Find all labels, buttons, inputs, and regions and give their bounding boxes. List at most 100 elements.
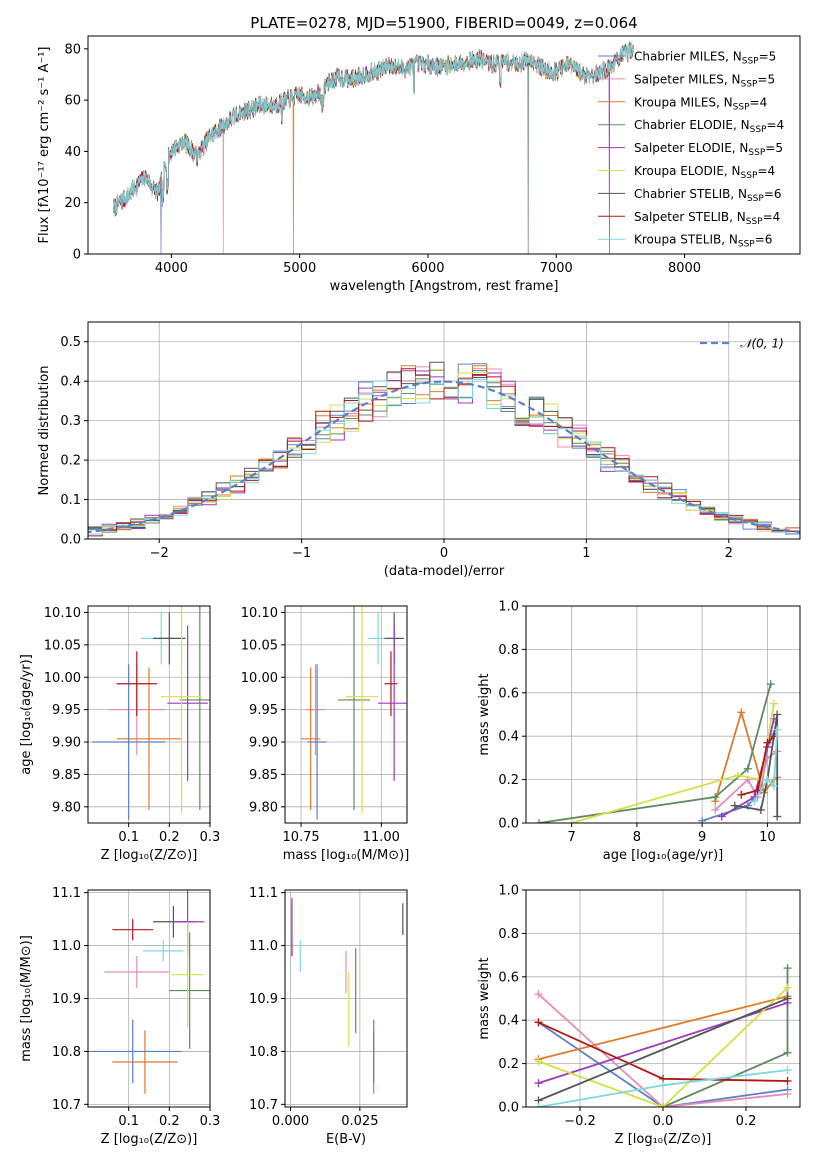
x-tick-label: 0 (440, 546, 448, 561)
y-tick-label: 10.00 (241, 671, 278, 686)
plus-marker (534, 1018, 543, 1027)
y-axis-label: age [log₁₀(age/yr)] (19, 654, 34, 775)
y-tick-label: 10.05 (241, 638, 278, 653)
plus-marker (743, 764, 752, 773)
y-tick-label: 10.10 (241, 606, 278, 621)
x-tick-label: 0.2 (736, 1114, 757, 1129)
x-tick-label: 0.0 (653, 1114, 674, 1129)
chart-panel-2: −2 −1 0 1 2 0.0 0.1 0.2 0.3 0.4 0.5 (data-model)/er… (37, 321, 801, 579)
chart-panel-7: 0.000 0.025 10.7 10.8 10.9 11.0 11.1 E(B-V) (249, 886, 408, 1147)
axes-frame (87, 35, 801, 255)
y-tick-label: 0.0 (498, 1101, 519, 1116)
chart-panel-5: 7 8 9 10 0.0 0.2 0.4 0.6 0.8 1.0 age [log₁₀(age/yr… (477, 600, 801, 863)
plot-area (88, 322, 800, 539)
histogram-step (88, 368, 800, 537)
plus-marker (659, 1081, 667, 1090)
y-tick-label: 10.9 (249, 992, 278, 1007)
errorbar-point (88, 1019, 182, 1084)
y-axis-label: mass weight (477, 673, 492, 755)
y-tick-label: 1.0 (498, 600, 519, 615)
plus-marker (783, 1066, 792, 1075)
plus-marker (773, 725, 782, 734)
y-tick-label: 9.80 (249, 800, 278, 815)
chart-title: PLATE=0278, MJD=51900, FIBERID=0049, z=0… (250, 14, 637, 32)
x-tick-label: 6000 (411, 261, 444, 276)
y-tick-label: 0.5 (60, 335, 81, 350)
legend-label: 𝒩(0, 1) (740, 337, 784, 351)
plot-area (285, 606, 407, 823)
x-tick-label: 4000 (155, 261, 188, 276)
legend-label: Salpeter MILES, NSSP=5 (634, 72, 775, 89)
x-tick-label: 8 (633, 830, 641, 845)
plot-area (285, 890, 407, 1107)
y-tick-label: 0.8 (498, 927, 519, 942)
y-tick-label: 9.80 (52, 800, 81, 815)
plus-marker (737, 790, 746, 799)
legend-label-subscript: SSP (741, 171, 758, 181)
plus-marker (783, 994, 792, 1003)
chart-panel-8: −0.2 0.0 0.2 0.0 0.2 0.4 0.6 0.8 1.0 Z [log₁₀(Z/Z… (477, 884, 801, 1147)
legend-label-subscript: SSP (746, 217, 763, 227)
y-tick-label: 9.85 (249, 768, 278, 783)
plus-marker (737, 708, 746, 717)
plus-marker (534, 1057, 543, 1066)
y-tick-label: 60 (64, 94, 81, 109)
legend-label-subscript: SSP (747, 194, 764, 204)
series-line (537, 1021, 788, 1107)
y-tick-label: 1.0 (498, 884, 519, 899)
series-line (538, 986, 789, 1107)
errorbar-point (305, 664, 326, 755)
y-tick-label: 80 (64, 42, 81, 57)
x-tick-label: 0.2 (159, 1114, 180, 1129)
legend-label-suffix: =4 (766, 118, 784, 132)
plus-marker (783, 1089, 792, 1098)
y-tick-label: 0.1 (60, 493, 81, 508)
y-tick-label: 11.0 (249, 939, 278, 954)
errorbar-point (161, 606, 202, 814)
y-tick-label: 10.7 (52, 1098, 81, 1113)
plus-marker (783, 1076, 792, 1085)
errorbar-point (337, 606, 371, 811)
x-tick-label: 10.75 (282, 830, 319, 845)
x-tick-label: 0.3 (200, 1114, 221, 1129)
legend-label: Salpeter STELIB, NSSP=4 (634, 210, 780, 227)
errorbar-point (116, 651, 158, 717)
plus-marker (734, 771, 743, 780)
y-tick-label: 10.00 (44, 671, 81, 686)
legend-label: Kroupa ELODIE, NSSP=4 (634, 164, 775, 181)
errorbar-point (171, 921, 204, 1028)
errorbar-point (112, 1030, 178, 1094)
x-tick-label: 2 (725, 546, 733, 561)
series-line (741, 735, 775, 796)
y-tick-label: 0.4 (498, 730, 519, 745)
legend-label-suffix: =5 (757, 72, 775, 86)
x-tick-label: 8000 (668, 261, 701, 276)
chart-panel-3: 0.1 0.2 0.3 9.80 9.85 9.90 9.95 10.00 10.05 10.10… (19, 605, 220, 863)
errorbar-point (153, 612, 186, 665)
legend-label-suffix: =4 (763, 210, 781, 224)
plus-marker (711, 805, 720, 814)
legend-label-subscript: SSP (733, 102, 750, 112)
y-tick-label: 9.90 (52, 736, 81, 751)
axes-frame (284, 605, 408, 824)
errorbar-point (384, 651, 398, 717)
plot-area (113, 41, 634, 254)
errorbar-point (142, 940, 184, 962)
plus-marker (773, 812, 782, 821)
legend-label-suffix: =6 (755, 233, 773, 247)
y-tick-label: 0.2 (60, 454, 81, 469)
legend-label: Chabrier MILES, NSSP=5 (634, 50, 776, 67)
legend-label-text: Salpeter MILES, N (634, 72, 741, 86)
plus-marker (750, 797, 759, 806)
y-axis-label: Normed distribution (37, 366, 52, 496)
series-line (537, 993, 788, 1107)
spectrum-line (113, 44, 634, 215)
axes-frame (525, 605, 801, 824)
y-tick-label: 10.8 (249, 1045, 278, 1060)
y-tick-label: 0.6 (498, 970, 519, 985)
y-tick-label: 0.6 (498, 686, 519, 701)
y-tick-label: 10.05 (44, 638, 81, 653)
x-tick-label: 5000 (283, 261, 316, 276)
x-axis-label: Z [log₁₀(Z/Z⊙)] (615, 1132, 712, 1147)
